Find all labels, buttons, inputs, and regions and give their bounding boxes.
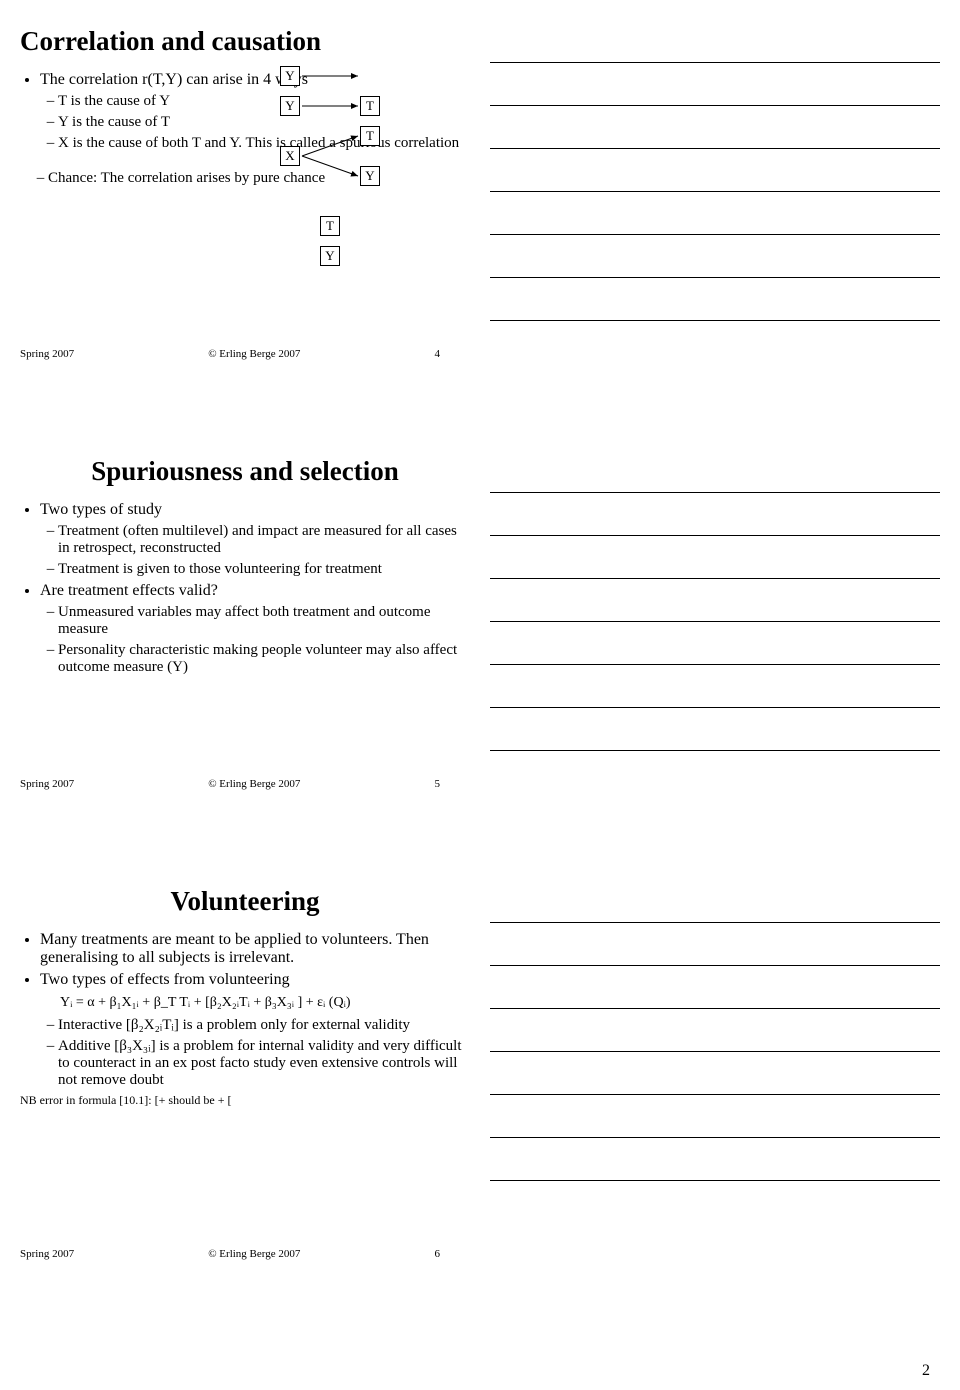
- slide-correlation-causation: Correlation and causation The correlatio…: [20, 20, 470, 360]
- slide4-b1: The correlation r(T,Y) can arise in 4 wa…: [40, 71, 308, 88]
- slide4-foot-mid: © Erling Berge 2007: [208, 348, 300, 360]
- notes-lines-6: [490, 922, 940, 1181]
- slide5-b1-li: Two types of study Treatment (often mult…: [40, 501, 470, 578]
- dia-box-y2: Y: [280, 96, 300, 116]
- slide6-foot-left: Spring 2007: [20, 1248, 74, 1260]
- slide4-foot-left: Spring 2007: [20, 348, 74, 360]
- slide-spuriousness: Spuriousness and selection Two types of …: [20, 450, 470, 790]
- dia-box-t2: T: [360, 96, 380, 116]
- slide5-title: Spuriousness and selection: [20, 450, 470, 487]
- slide6-foot-mid: © Erling Berge 2007: [208, 1248, 300, 1260]
- dia-box-t3: T: [360, 126, 380, 146]
- slide6-title: Volunteering: [20, 880, 470, 917]
- slide6-footer: Spring 2007 © Erling Berge 2007 6: [20, 1248, 440, 1260]
- slide5-foot-right: 5: [434, 778, 440, 790]
- slide6-b2: Two types of effects from volunteering: [40, 971, 290, 988]
- slide6-nb: NB error in formula [10.1]: [+ should be…: [20, 1093, 470, 1108]
- slide5-b2: Are treatment effects valid?: [40, 582, 218, 599]
- slide4-footer: Spring 2007 © Erling Berge 2007 4: [20, 348, 440, 360]
- dia-box-x: X: [280, 146, 300, 166]
- slide5-s2: Treatment is given to those volunteering…: [58, 561, 470, 578]
- slide5-b1: Two types of study: [40, 501, 162, 518]
- slide4-title: Correlation and causation: [20, 20, 470, 57]
- slide6-b1: Many treatments are meant to be applied …: [40, 931, 470, 967]
- slide5-s1: Treatment (often multilevel) and impact …: [58, 523, 470, 557]
- dia-box-y1: Y: [280, 66, 300, 86]
- dia-box-y4: Y: [320, 246, 340, 266]
- causation-diagram: T Y Y T X T Y T Y: [280, 66, 440, 276]
- slide6-s1b: Additive [β₃X₃ᵢ] is a problem for intern…: [58, 1038, 470, 1089]
- slide5-footer: Spring 2007 © Erling Berge 2007 5: [20, 778, 440, 790]
- slide5-foot-left: Spring 2007: [20, 778, 74, 790]
- slide5-b2-li: Are treatment effects valid? Unmeasured …: [40, 582, 470, 676]
- slide6-s1a: Interactive [β₂X₂ᵢTᵢ] is a problem only …: [58, 1017, 470, 1034]
- page-number: 2: [922, 1362, 930, 1380]
- notes-lines-4: [490, 62, 940, 321]
- slide5-foot-mid: © Erling Berge 2007: [208, 778, 300, 790]
- slide-volunteering: Volunteering Many treatments are meant t…: [20, 880, 470, 1260]
- slide5-s4: Personality characteristic making people…: [58, 642, 470, 676]
- slide6-equation: Yᵢ = α + β₁X₁ᵢ + β_T Tᵢ + [β₂X₂ᵢTᵢ + β₃X…: [60, 995, 470, 1011]
- dia-box-y3: Y: [360, 166, 380, 186]
- slide6-b2-li: Two types of effects from volunteering Y…: [40, 971, 470, 1089]
- slide4-foot-right: 4: [434, 348, 440, 360]
- dia-box-t4: T: [320, 216, 340, 236]
- slide5-s3: Unmeasured variables may affect both tre…: [58, 604, 470, 638]
- notes-lines-5: [490, 492, 940, 751]
- slide6-foot-right: 6: [434, 1248, 440, 1260]
